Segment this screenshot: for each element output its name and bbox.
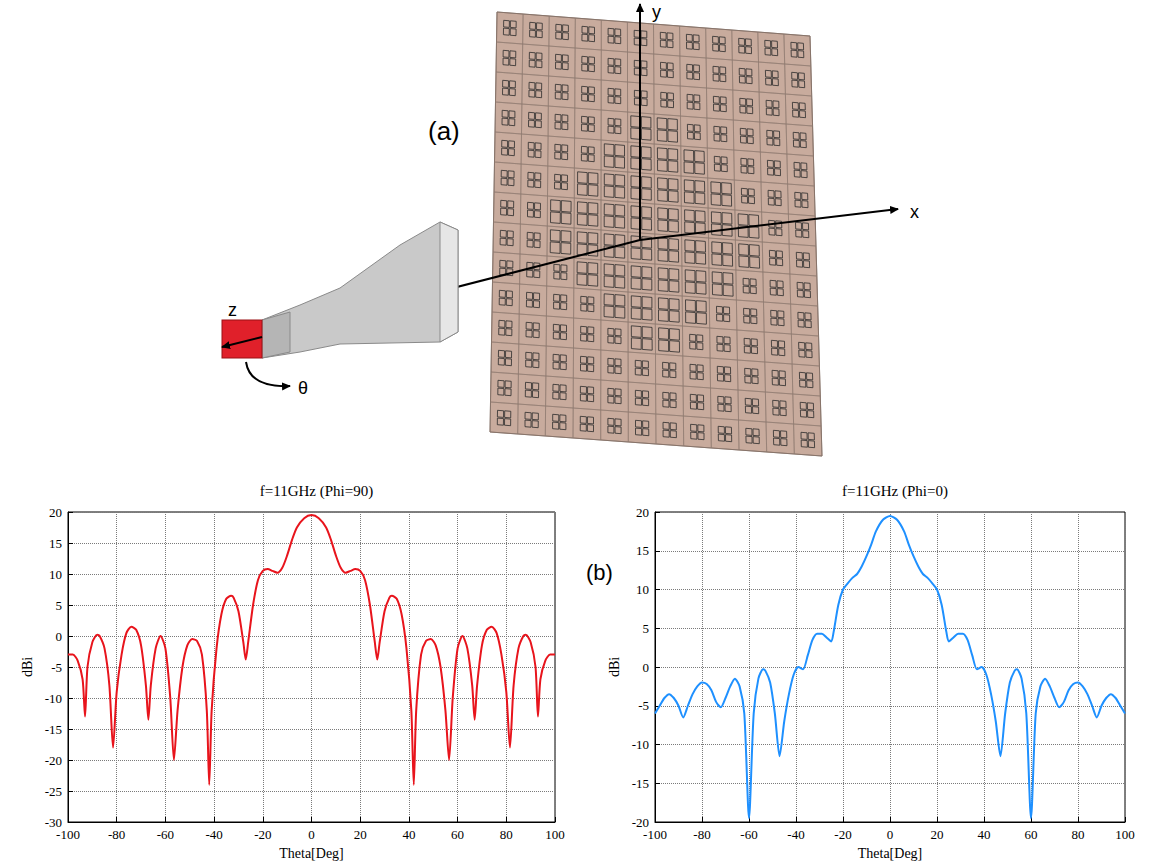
svg-text:-10: -10	[45, 691, 62, 706]
svg-text:-100: -100	[643, 827, 667, 842]
svg-text:-60: -60	[157, 827, 174, 842]
svg-text:-15: -15	[45, 722, 62, 737]
svg-text:0: 0	[887, 827, 894, 842]
svg-text:-5: -5	[638, 698, 649, 713]
svg-text:dBi: dBi	[607, 657, 622, 677]
svg-text:(a): (a)	[428, 116, 460, 146]
svg-text:100: 100	[545, 827, 565, 842]
svg-text:100: 100	[1115, 827, 1135, 842]
svg-text:-100: -100	[56, 827, 80, 842]
svg-text:-20: -20	[254, 827, 271, 842]
svg-text:10: 10	[636, 582, 649, 597]
svg-text:0: 0	[643, 660, 650, 675]
svg-text:-80: -80	[108, 827, 125, 842]
svg-text:x: x	[910, 202, 919, 222]
svg-text:5: 5	[643, 621, 650, 636]
svg-text:-20: -20	[45, 753, 62, 768]
svg-text:0: 0	[308, 827, 315, 842]
svg-text:80: 80	[1072, 827, 1085, 842]
svg-text:y: y	[652, 2, 661, 22]
svg-text:-25: -25	[45, 784, 62, 799]
svg-text:θ: θ	[298, 378, 308, 398]
svg-text:-30: -30	[44, 814, 62, 830]
svg-text:f=11GHz (Phi=0): f=11GHz (Phi=0)	[842, 483, 948, 500]
svg-text:-5: -5	[51, 660, 62, 675]
svg-text:Theta[Deg]: Theta[Deg]	[858, 846, 923, 861]
svg-text:f=11GHz (Phi=90): f=11GHz (Phi=90)	[260, 483, 373, 500]
svg-text:80: 80	[500, 827, 513, 842]
svg-text:-60: -60	[740, 827, 757, 842]
svg-text:-20: -20	[834, 827, 851, 842]
svg-text:5: 5	[56, 598, 63, 613]
svg-text:20: 20	[636, 505, 649, 520]
svg-text:z: z	[228, 300, 237, 320]
svg-text:10: 10	[49, 567, 62, 582]
svg-text:60: 60	[1025, 827, 1038, 842]
html-text:(b): (b)	[586, 560, 613, 585]
svg-text:-40: -40	[205, 827, 222, 842]
svg-text:20: 20	[49, 505, 62, 520]
svg-text:0: 0	[56, 629, 63, 644]
svg-text:-10: -10	[632, 737, 649, 752]
svg-text:-20: -20	[631, 814, 649, 830]
svg-text:-15: -15	[632, 776, 649, 791]
svg-text:20: 20	[354, 827, 367, 842]
svg-text:-80: -80	[693, 827, 710, 842]
svg-text:40: 40	[978, 827, 991, 842]
svg-text:Theta[Deg]: Theta[Deg]	[279, 846, 344, 861]
svg-text:40: 40	[402, 827, 415, 842]
svg-text:20: 20	[931, 827, 944, 842]
svg-text:60: 60	[451, 827, 464, 842]
svg-text:15: 15	[49, 536, 62, 551]
svg-text:dBi: dBi	[20, 657, 35, 677]
svg-text:-40: -40	[787, 827, 804, 842]
svg-text:15: 15	[636, 543, 649, 558]
